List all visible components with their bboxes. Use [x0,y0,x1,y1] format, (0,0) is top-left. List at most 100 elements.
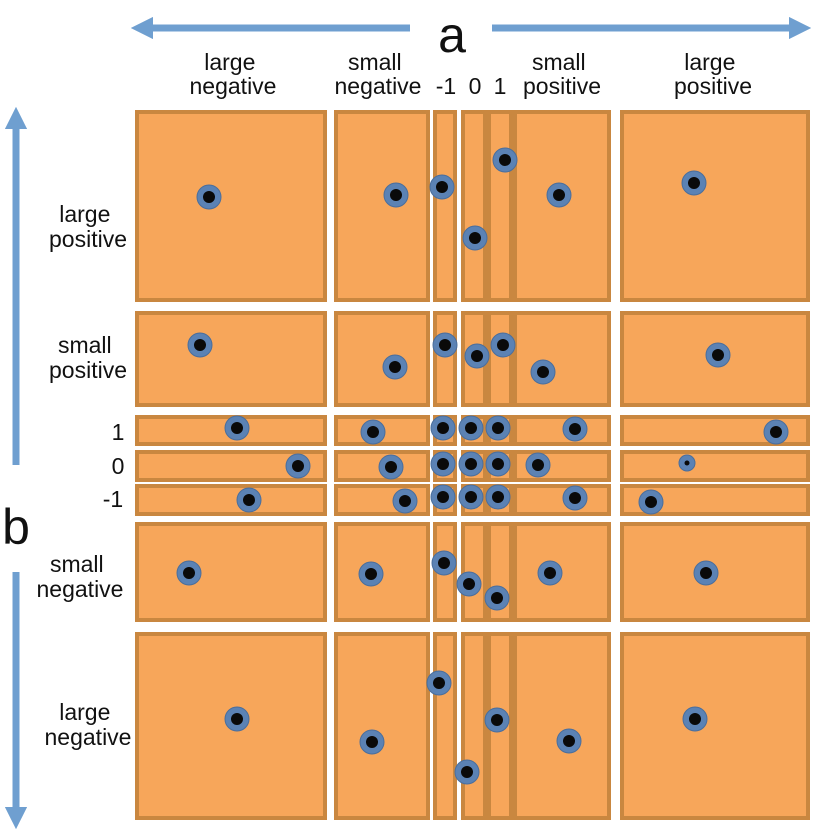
data-point-center [712,349,724,361]
cell-large-positive-large-positive [620,110,810,302]
data-point-center [437,491,449,503]
data-point [431,550,457,576]
data-point [360,419,386,445]
data-point-center [399,495,411,507]
data-point-center [770,426,782,438]
data-point-center [365,568,377,580]
col-header-large-positive: large positive [674,49,752,99]
row-header-small-positive: small positive [49,332,127,383]
row-header-small-negative: small negative [37,551,124,602]
col-header-large-positive-line1: large [684,49,735,75]
data-point [430,484,456,510]
cell-small-positive-one [487,311,513,407]
cell-large-negative-large-negative [135,632,327,820]
data-point-center [366,736,378,748]
column-headers: large negative small negative -1 0 1 sma… [190,49,752,99]
row-header-zero: 0 [112,453,125,479]
data-point-center [231,422,243,434]
data-point [705,342,731,368]
data-point [763,419,789,445]
data-point [224,706,250,732]
data-point [638,489,664,515]
data-point-center [461,766,473,778]
col-header-large-negative: large negative [190,49,277,99]
data-point-center [465,422,477,434]
cell-small-positive-small-negative [334,311,430,407]
data-point [383,182,409,208]
data-point [382,354,408,380]
data-point [430,451,456,477]
cell-small-positive-small-positive [513,311,611,407]
data-point-center [389,361,401,373]
cell-small-negative-small-negative [334,522,430,622]
data-point-center [689,713,701,725]
data-point-center [492,458,504,470]
data-point [556,728,582,754]
col-header-minus-one: -1 [436,73,456,99]
data-point-center [537,366,549,378]
data-point [525,452,551,478]
data-point [462,225,488,251]
axis-b-label: b [2,499,30,555]
cell-large-positive-one [487,110,513,302]
col-header-small-negative-line2: negative [335,73,422,99]
col-header-large-negative-line2: negative [190,73,277,99]
cell-small-positive-minus-one [433,311,457,407]
data-point-center [292,460,304,472]
grid-dots [176,147,789,785]
data-point-center [243,494,255,506]
data-point-center [491,714,503,726]
cell-minus-one-large-negative [135,484,327,516]
data-point-center [492,422,504,434]
row-headers: large positive small positive 1 0 -1 sma… [37,201,132,750]
cell-large-negative-small-negative [334,632,430,820]
row-header-small-negative-line1: small [50,551,104,577]
data-point [224,415,250,441]
data-point-center [471,350,483,362]
data-point-center [437,458,449,470]
data-point [358,561,384,587]
row-header-small-positive-line1: small [58,332,112,358]
data-point-center [569,423,581,435]
data-point-center [569,492,581,504]
data-point-center [433,677,445,689]
data-point [458,484,484,510]
data-point [236,487,262,513]
data-point [458,415,484,441]
data-point-center [469,232,481,244]
data-point-center [465,458,477,470]
col-header-small-positive: small positive [523,49,601,99]
cell-zero-large-positive [620,450,810,482]
data-point [681,170,707,196]
data-point-center [553,189,565,201]
data-point [429,174,455,200]
data-point [485,451,511,477]
data-point [537,560,563,586]
col-header-zero: 0 [469,73,482,99]
data-point-center [497,339,509,351]
data-point [464,343,490,369]
data-point [454,759,480,785]
data-point [187,332,213,358]
data-point-center [463,578,475,590]
cell-large-positive-minus-one [433,110,457,302]
row-header-one: 1 [112,419,125,445]
data-point [392,488,418,514]
data-point-center [465,491,477,503]
row-header-small-positive-line2: positive [49,357,127,383]
row-header-minus-one: -1 [103,486,123,512]
cell-large-negative-zero [461,632,487,820]
data-point-center [532,459,544,471]
data-point-center [684,460,690,466]
data-point [176,560,202,586]
data-point [359,729,385,755]
data-point-center [385,461,397,473]
axis-a-label: a [438,7,466,63]
cell-large-negative-large-positive [620,632,810,820]
data-point-center [390,189,402,201]
col-header-large-positive-line2: positive [674,73,752,99]
data-point [492,147,518,173]
data-point-center [492,491,504,503]
data-point [485,484,511,510]
